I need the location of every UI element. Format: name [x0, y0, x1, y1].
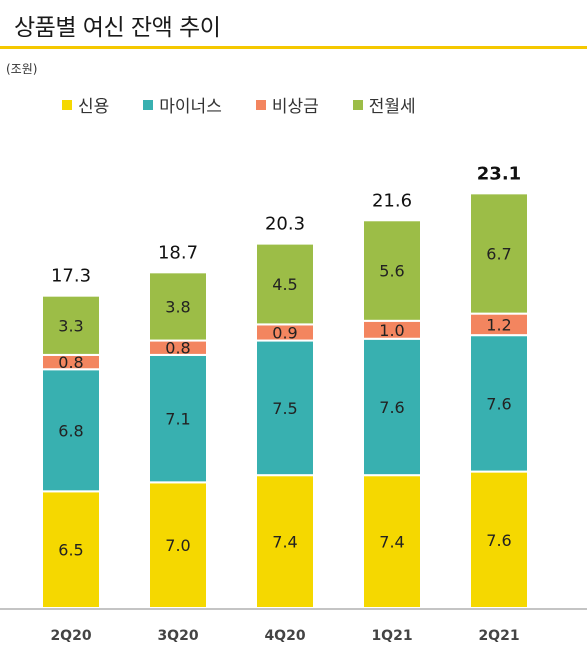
bar-credit-2Q20: [41, 490, 101, 610]
legend-swatch-emergency: [255, 99, 266, 110]
x-tick-label-3Q20: 3Q20: [157, 628, 198, 644]
legend-item-credit: 신용: [62, 92, 109, 117]
data-label-jeonse-2Q21: 6.7: [486, 244, 511, 263]
bar-credit-3Q20: [148, 481, 208, 610]
data-label-emergency-2Q20: 0.8: [58, 353, 83, 372]
data-label-credit-2Q21: 7.6: [486, 531, 511, 550]
bar-minus-4Q20: [255, 339, 315, 477]
legend-label-emergency: 비상금: [271, 97, 319, 117]
unit-label: (조원): [6, 62, 38, 76]
legend-item-emergency: 비상금: [255, 92, 319, 117]
legend-label-jeonse: 전월세: [368, 97, 416, 117]
bar-credit-4Q20: [255, 474, 315, 610]
legend-swatch-minus: [143, 99, 154, 110]
legend-item-jeonse: 전월세: [352, 92, 416, 117]
data-label-minus-4Q20: 7.5: [272, 399, 297, 418]
x-tick-label-4Q20: 4Q20: [264, 628, 305, 644]
bar-minus-2Q20: [41, 368, 101, 493]
bar-jeonse-2Q21: [469, 192, 529, 315]
legend-label-minus: 마이너스: [159, 97, 222, 117]
x-tick-label-1Q21: 1Q21: [371, 628, 412, 644]
data-label-minus-2Q20: 6.8: [58, 421, 83, 440]
legend-swatch-credit: [62, 99, 72, 110]
data-label-credit-1Q21: 7.4: [379, 533, 404, 552]
bar-credit-2Q21: [469, 470, 529, 609]
data-label-jeonse-4Q20: 4.5: [272, 275, 297, 294]
x-tick-label-2Q20: 2Q20: [50, 628, 91, 644]
total-label-2Q20: 17.3: [51, 266, 91, 287]
data-label-minus-3Q20: 7.1: [165, 410, 190, 429]
data-label-credit-4Q20: 7.4: [272, 533, 297, 552]
total-label-1Q21: 21.6: [372, 190, 412, 211]
data-label-emergency-3Q20: 0.8: [165, 339, 190, 358]
legend: 신용 마이너스 비상금 전월세: [62, 92, 450, 117]
data-label-emergency-4Q20: 0.9: [272, 323, 297, 342]
bar-jeonse-3Q20: [148, 271, 208, 342]
total-label-3Q20: 18.7: [158, 242, 198, 263]
data-label-credit-3Q20: 7.0: [165, 536, 190, 555]
data-label-minus-2Q21: 7.6: [486, 394, 511, 413]
bar-minus-1Q21: [362, 337, 422, 477]
bar-minus-3Q20: [148, 353, 208, 484]
data-label-emergency-1Q21: 1.0: [379, 321, 404, 340]
bar-jeonse-1Q21: [362, 219, 422, 322]
bar-jeonse-4Q20: [255, 242, 315, 326]
data-label-jeonse-3Q20: 3.8: [165, 297, 190, 316]
bar-minus-2Q21: [469, 334, 529, 473]
total-label-2Q21: 23.1: [477, 163, 521, 184]
x-tick-label-2Q21: 2Q21: [478, 628, 519, 644]
legend-item-minus: 마이너스: [143, 92, 222, 117]
data-label-jeonse-1Q21: 5.6: [379, 262, 404, 281]
title-underline: [0, 46, 587, 49]
data-label-jeonse-2Q20: 3.3: [58, 316, 83, 335]
legend-swatch-jeonse: [352, 99, 363, 110]
chart-title: 상품별 여신 잔액 추이: [14, 15, 221, 41]
data-label-emergency-2Q21: 1.2: [486, 315, 511, 334]
data-label-credit-2Q20: 6.5: [58, 541, 83, 560]
legend-label-credit: 신용: [78, 97, 110, 117]
total-label-4Q20: 20.3: [265, 214, 305, 235]
data-label-minus-1Q21: 7.6: [379, 398, 404, 417]
bar-jeonse-2Q20: [41, 294, 101, 356]
